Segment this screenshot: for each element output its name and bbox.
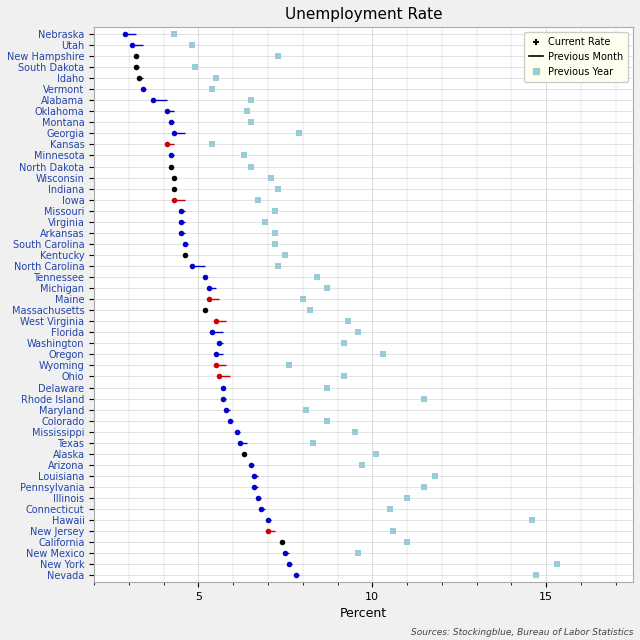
X-axis label: Percent: Percent <box>340 607 387 620</box>
Title: Unemployment Rate: Unemployment Rate <box>285 7 442 22</box>
Legend: Current Rate, Previous Month, Previous Year: Current Rate, Previous Month, Previous Y… <box>524 32 628 81</box>
Text: Sources: Stockingblue, Bureau of Labor Statistics: Sources: Stockingblue, Bureau of Labor S… <box>411 628 634 637</box>
